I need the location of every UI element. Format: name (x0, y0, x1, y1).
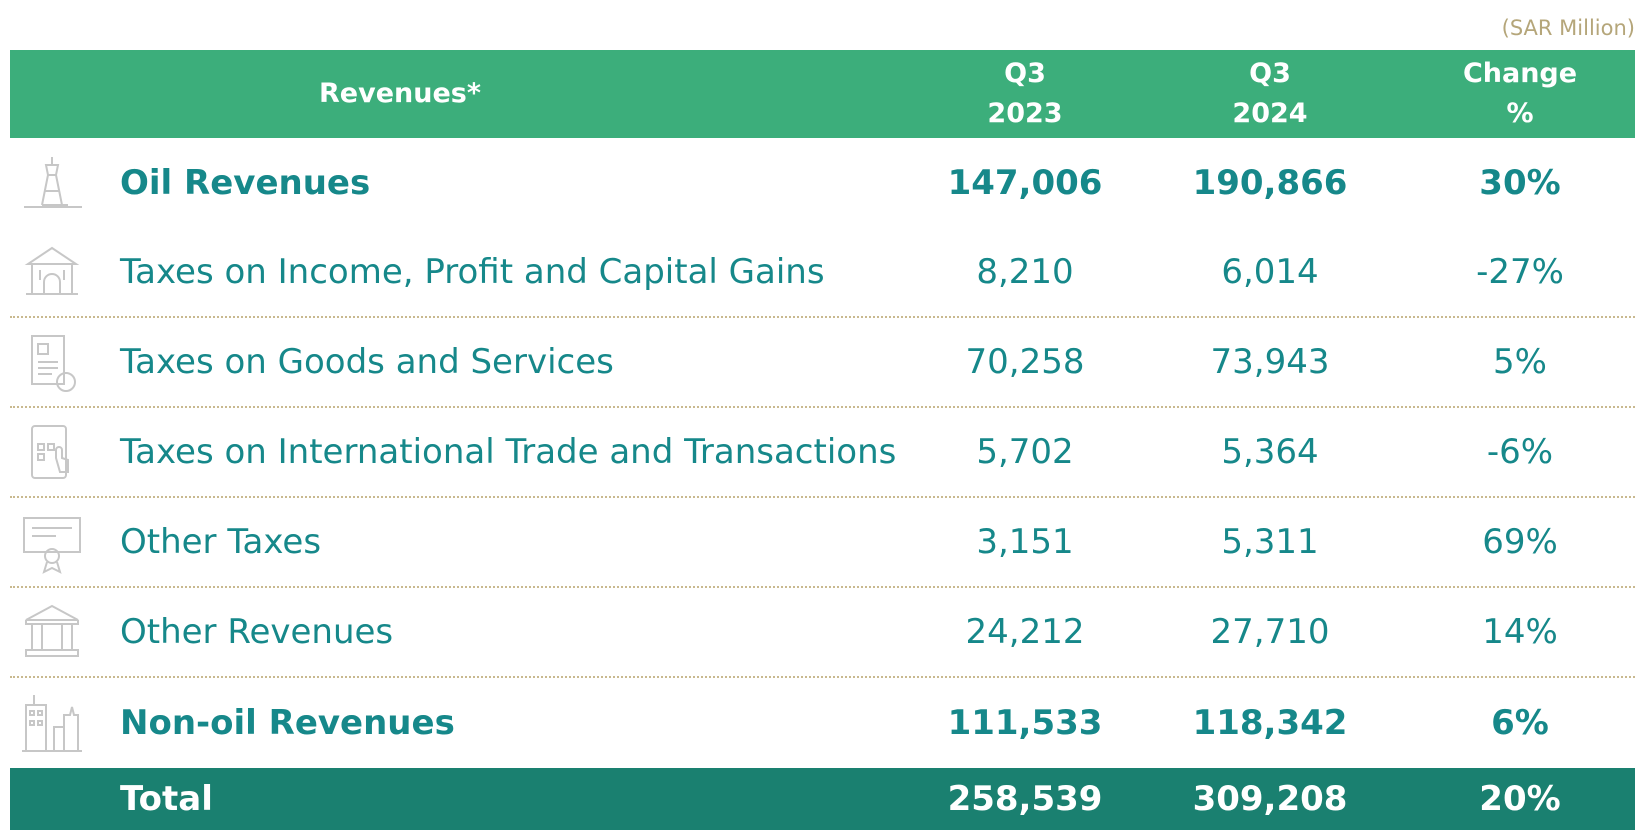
header-line: Q3 (1004, 58, 1046, 89)
row-value: -27% (1476, 252, 1564, 292)
header-cell: Q3 2023 (910, 54, 1140, 134)
row-label: Other Revenues (120, 612, 394, 652)
table-row: Other Revenues 24,212 27,710 14% (10, 588, 1635, 678)
row-value: 5,702 (976, 432, 1074, 472)
row-value: 27,710 (1210, 612, 1330, 652)
row-value: 14% (1482, 612, 1558, 652)
row-icon (24, 246, 80, 295)
table-row: Taxes on Income, Profit and Capital Gain… (10, 228, 1635, 318)
row-value: 190,866 (1192, 163, 1348, 203)
total-value: 20% (1479, 779, 1561, 819)
header-line: 2023 (987, 98, 1063, 129)
header-line: Revenues* (319, 78, 481, 109)
row-icon (22, 695, 82, 752)
header-line: Change (1462, 58, 1578, 89)
unit-note: (SAR Million) (1501, 16, 1635, 40)
total-label: Total (120, 779, 213, 819)
header-cell: Q3 2024 (1155, 54, 1385, 134)
row-value: 5% (1493, 342, 1547, 382)
row-value: 30% (1479, 163, 1561, 203)
row-label: Taxes on Income, Profit and Capital Gain… (120, 252, 825, 292)
row-icon (25, 604, 79, 657)
row-label: Other Taxes (120, 522, 322, 562)
table-row: Taxes on International Trade and Transac… (10, 408, 1635, 498)
table-row: Taxes on Goods and Services 70,258 73,943 5… (10, 318, 1635, 408)
row-value: 5,364 (1221, 432, 1319, 472)
table-row: Oil Revenues 147,006 190,866 30% (10, 138, 1635, 228)
row-value: 73,943 (1210, 342, 1330, 382)
table-row: Non-oil Revenues 111,533 118,342 6% (10, 678, 1635, 768)
row-value: 69% (1482, 522, 1558, 562)
row-label: Taxes on International Trade and Transac… (120, 432, 897, 472)
row-value: 70,258 (965, 342, 1085, 382)
header-cell: Change% (1405, 54, 1635, 134)
row-value: 5,311 (1221, 522, 1319, 562)
row-value: 24,212 (965, 612, 1085, 652)
total-row: Total 258,539 309,208 20% (10, 768, 1635, 830)
row-label: Taxes on Goods and Services (120, 342, 614, 382)
row-value: -6% (1486, 432, 1554, 472)
row-value: 6,014 (1221, 252, 1319, 292)
row-icon (31, 335, 76, 392)
row-value: 118,342 (1192, 703, 1348, 743)
header-cell: Revenues* (10, 74, 790, 114)
total-value: 258,539 (947, 779, 1103, 819)
header-line: 2024 (1232, 98, 1308, 129)
header-line: % (1506, 98, 1534, 129)
table-row: Other Taxes 3,151 5,311 69% (10, 498, 1635, 588)
header-line: Q3 (1249, 58, 1291, 89)
header-row: Revenues* Q3 2023 Q3 2024 Change% (10, 50, 1635, 138)
row-icon (24, 157, 82, 208)
row-value: 8,210 (976, 252, 1074, 292)
row-label: Non-oil Revenues (120, 703, 455, 743)
total-value: 309,208 (1192, 779, 1348, 819)
row-value: 147,006 (947, 163, 1103, 203)
row-icon (31, 425, 69, 479)
row-value: 111,533 (947, 703, 1103, 743)
row-value: 3,151 (976, 522, 1074, 562)
row-value: 6% (1491, 703, 1549, 743)
row-label: Oil Revenues (120, 163, 371, 203)
row-icon (23, 517, 81, 574)
